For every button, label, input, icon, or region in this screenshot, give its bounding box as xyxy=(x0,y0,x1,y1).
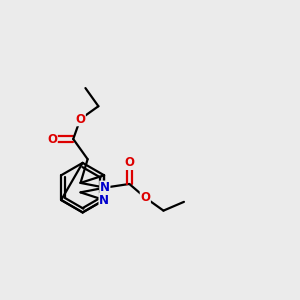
Text: O: O xyxy=(47,133,57,146)
Text: N: N xyxy=(99,194,109,206)
Text: O: O xyxy=(75,113,85,126)
Text: O: O xyxy=(124,156,134,170)
Text: O: O xyxy=(140,191,150,204)
Text: N: N xyxy=(100,181,110,194)
